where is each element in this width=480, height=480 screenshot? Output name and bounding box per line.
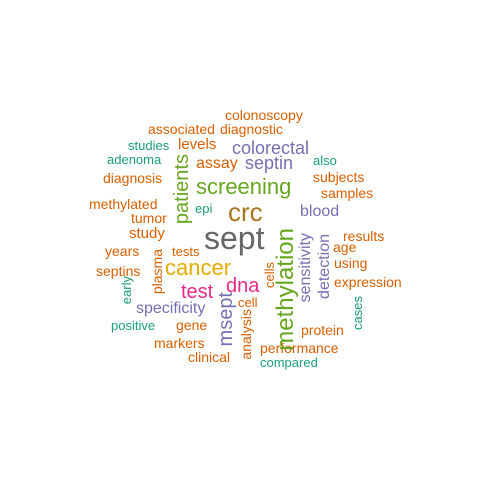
word-colonoscopy: colonoscopy <box>225 107 303 123</box>
word-gene: gene <box>176 317 208 333</box>
word-cell: cell <box>238 295 258 310</box>
word-specificity: specificity <box>136 300 206 317</box>
word-years: years <box>105 243 140 259</box>
word-cancer: cancer <box>165 255 232 280</box>
word-patients: patients <box>171 154 193 225</box>
word-tumor: tumor <box>131 210 167 226</box>
word-subjects: subjects <box>313 169 365 185</box>
word-methylation: methylation <box>272 228 299 351</box>
word-analysis: analysis <box>238 309 254 360</box>
word-blood: blood <box>300 203 340 220</box>
word-levels: levels <box>178 136 217 153</box>
word-sept: sept <box>204 220 265 256</box>
word-methylated: methylated <box>89 196 158 212</box>
word-cases: cases <box>350 296 365 330</box>
word-diagnostic: diagnostic <box>220 121 284 137</box>
word-plasma: plasma <box>149 249 165 295</box>
word-colorectal: colorectal <box>232 138 310 158</box>
word-associated: associated <box>148 121 215 137</box>
word-detection: detection <box>316 234 333 299</box>
word-studies: studies <box>128 138 170 153</box>
word-early: early <box>119 276 134 305</box>
word-epi: epi <box>195 201 213 216</box>
word-results: results <box>343 228 385 244</box>
word-study: study <box>129 225 165 242</box>
word-clinical: clinical <box>188 349 231 365</box>
word-diagnosis: diagnosis <box>103 170 163 186</box>
word-also: also <box>313 153 337 168</box>
word-protein: protein <box>301 322 344 338</box>
word-dna: dna <box>226 275 260 297</box>
word-expression: expression <box>334 274 402 290</box>
word-crc: crc <box>228 197 263 227</box>
word-age: age <box>333 239 357 255</box>
word-compared: compared <box>260 355 318 370</box>
word-sensitivity: sensitivity <box>297 233 314 303</box>
word-tests: tests <box>172 244 200 259</box>
word-adenoma: adenoma <box>107 152 162 167</box>
word-using: using <box>334 255 368 271</box>
word-septin: septin <box>245 153 294 173</box>
word-septins: septins <box>96 263 141 279</box>
word-msept: msept <box>215 292 237 347</box>
word-test: test <box>181 281 214 303</box>
word-screening: screening <box>196 174 292 199</box>
word-cells: cells <box>262 262 277 289</box>
word-performance: performance <box>260 340 339 356</box>
word-assay: assay <box>196 155 238 172</box>
word-markers: markers <box>154 335 205 351</box>
word-samples: samples <box>321 185 374 201</box>
word-positive: positive <box>111 318 156 333</box>
